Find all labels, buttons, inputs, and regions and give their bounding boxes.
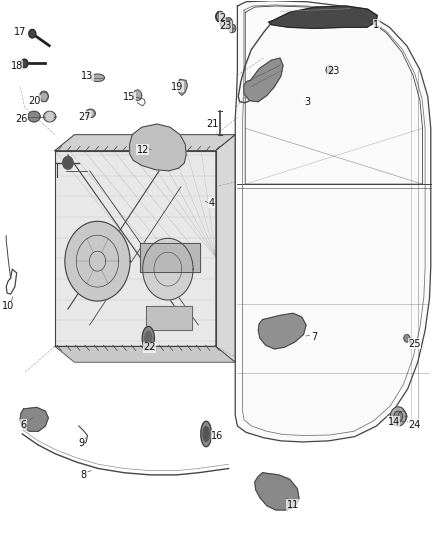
Polygon shape — [177, 79, 187, 95]
Text: 4: 4 — [208, 198, 214, 208]
Text: 2: 2 — [219, 13, 225, 23]
Circle shape — [326, 66, 333, 74]
Text: 26: 26 — [15, 114, 27, 124]
Polygon shape — [258, 313, 306, 349]
Circle shape — [220, 18, 229, 28]
Circle shape — [40, 91, 48, 102]
Ellipse shape — [142, 326, 155, 350]
Polygon shape — [268, 6, 377, 28]
Polygon shape — [244, 58, 283, 102]
Polygon shape — [55, 135, 235, 151]
Text: 24: 24 — [409, 420, 421, 430]
Polygon shape — [255, 473, 299, 510]
Text: 21: 21 — [206, 119, 219, 129]
Ellipse shape — [86, 109, 95, 118]
Circle shape — [404, 335, 410, 342]
Circle shape — [88, 111, 93, 116]
Circle shape — [398, 411, 407, 422]
Text: 6: 6 — [21, 420, 27, 430]
Polygon shape — [146, 306, 192, 330]
Circle shape — [65, 221, 130, 301]
Text: 20: 20 — [28, 95, 40, 106]
Text: 25: 25 — [409, 338, 421, 349]
Circle shape — [229, 24, 236, 33]
Polygon shape — [55, 151, 215, 346]
Text: 10: 10 — [2, 301, 14, 311]
Text: 22: 22 — [143, 342, 156, 352]
Text: 3: 3 — [304, 96, 310, 107]
Text: 27: 27 — [78, 111, 91, 122]
Text: 11: 11 — [287, 499, 299, 510]
Text: 1: 1 — [374, 20, 380, 30]
Circle shape — [63, 157, 73, 169]
Text: 23: 23 — [328, 66, 340, 76]
Text: 17: 17 — [14, 27, 26, 37]
Ellipse shape — [203, 426, 209, 441]
Ellipse shape — [91, 74, 104, 82]
Text: 19: 19 — [171, 82, 184, 92]
Text: 15: 15 — [124, 92, 136, 102]
Text: 16: 16 — [211, 431, 223, 441]
Circle shape — [133, 90, 142, 101]
Text: 13: 13 — [81, 71, 94, 81]
Text: 8: 8 — [80, 470, 86, 480]
Text: 9: 9 — [78, 438, 84, 448]
Circle shape — [225, 18, 232, 26]
Polygon shape — [55, 346, 235, 362]
Polygon shape — [140, 243, 201, 272]
Circle shape — [390, 407, 406, 426]
Circle shape — [46, 112, 53, 121]
Text: 12: 12 — [137, 144, 149, 155]
Polygon shape — [20, 407, 48, 431]
Polygon shape — [215, 135, 235, 362]
Circle shape — [394, 411, 403, 422]
Text: 14: 14 — [388, 417, 400, 427]
Circle shape — [21, 59, 28, 68]
Ellipse shape — [201, 421, 212, 447]
Text: 23: 23 — [219, 21, 231, 31]
Circle shape — [143, 238, 193, 300]
Text: 7: 7 — [311, 332, 318, 342]
Text: 18: 18 — [11, 61, 23, 70]
Ellipse shape — [28, 111, 40, 122]
Circle shape — [29, 29, 36, 38]
Circle shape — [215, 11, 224, 22]
Polygon shape — [235, 1, 431, 442]
Ellipse shape — [44, 111, 56, 122]
Ellipse shape — [145, 332, 152, 345]
Polygon shape — [130, 124, 186, 171]
